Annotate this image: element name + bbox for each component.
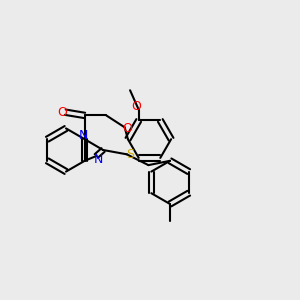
Text: O: O — [122, 122, 132, 135]
Text: S: S — [126, 148, 134, 161]
Text: N: N — [94, 153, 104, 167]
Text: O: O — [57, 106, 67, 119]
Text: N: N — [79, 129, 88, 142]
Text: O: O — [131, 100, 141, 113]
